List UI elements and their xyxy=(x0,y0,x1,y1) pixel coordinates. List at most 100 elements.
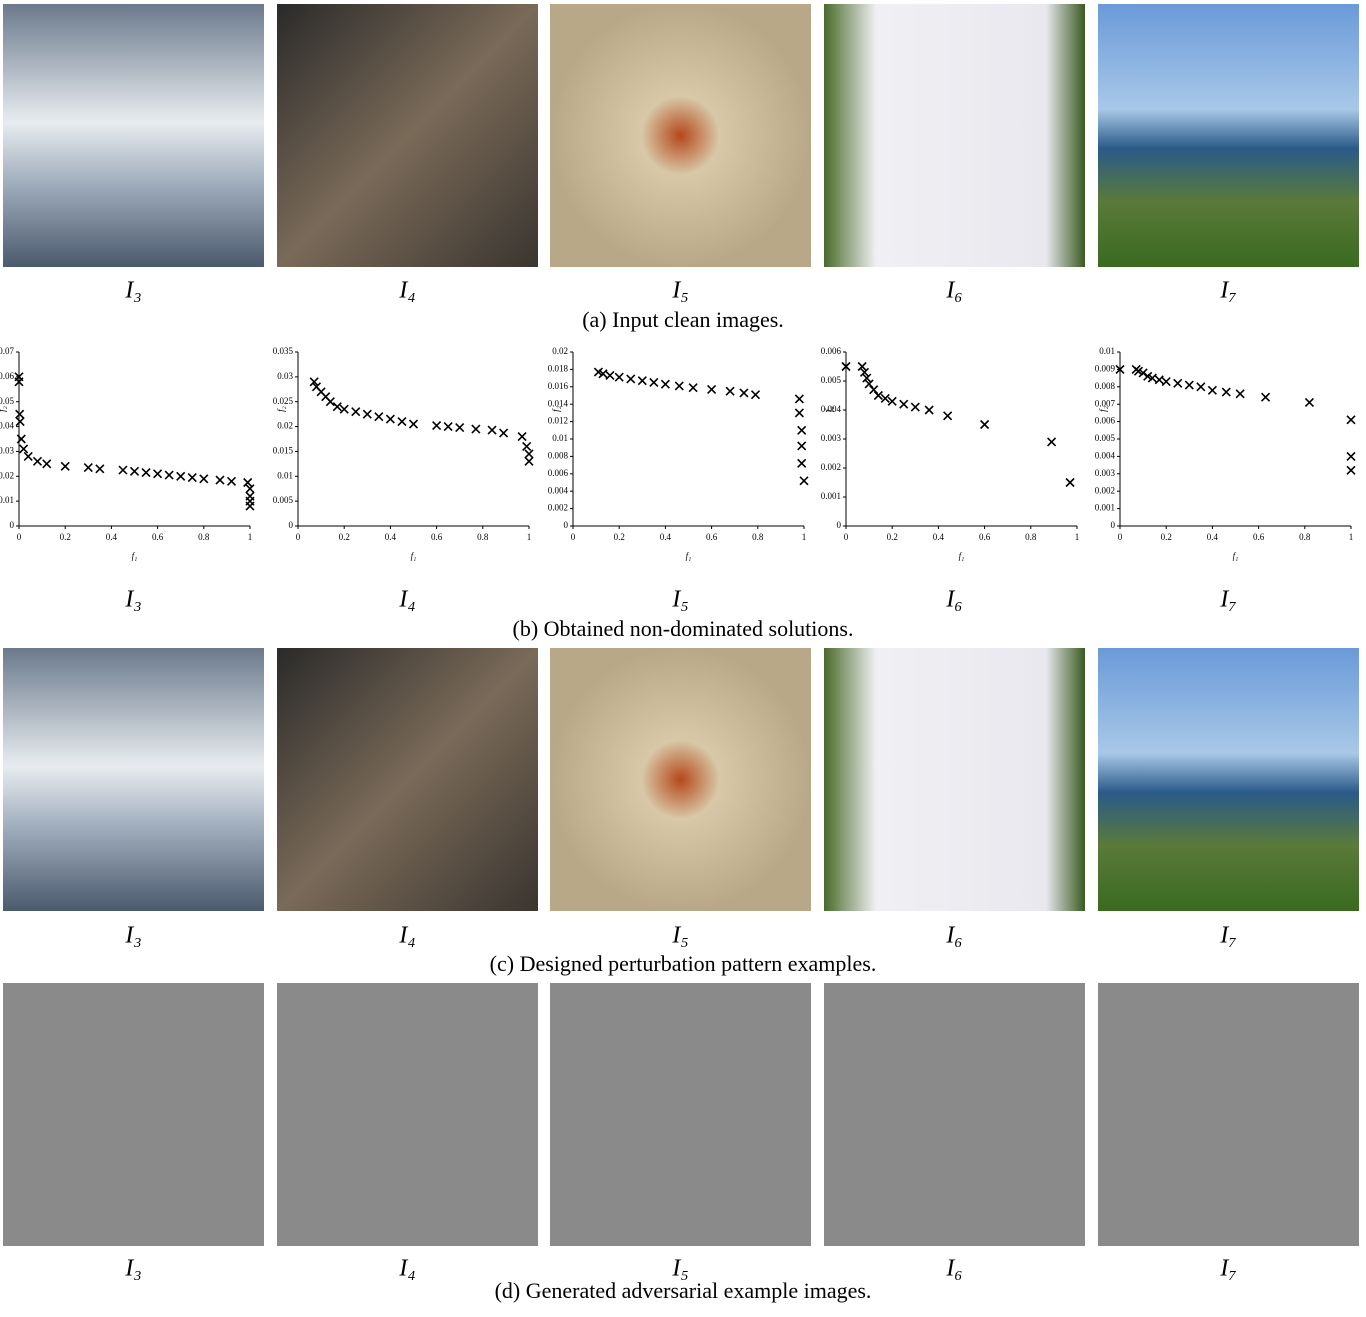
point xyxy=(661,380,669,388)
point xyxy=(944,412,952,420)
y-tick-label: 0.008 xyxy=(548,450,569,460)
y-tick-label: 0.06 xyxy=(0,371,15,381)
point xyxy=(1236,390,1244,398)
point xyxy=(16,410,24,418)
y-tick-label: 0.002 xyxy=(548,503,568,513)
image-label: I₃ xyxy=(124,278,141,304)
y-tick-label: 0.002 xyxy=(1095,485,1115,495)
point xyxy=(523,442,531,450)
point xyxy=(627,375,635,383)
image-label: I₃ xyxy=(124,1256,141,1282)
y-tick-label: 0.005 xyxy=(1095,433,1116,443)
image-label: I₆ xyxy=(945,278,962,304)
point xyxy=(333,403,341,411)
perturbation-image xyxy=(550,983,811,1246)
point xyxy=(615,373,623,381)
point xyxy=(246,502,254,510)
point xyxy=(525,450,533,458)
image-label: I₇ xyxy=(1219,923,1236,949)
y-axis-label: f₂ xyxy=(276,406,286,412)
point xyxy=(795,395,803,403)
x-tick-label: 0.2 xyxy=(1161,532,1172,542)
y-tick-label: 0.018 xyxy=(548,363,569,373)
x-tick-label: 0 xyxy=(17,532,22,542)
y-tick-label: 0.005 xyxy=(273,495,294,505)
x-tick-label: 0.8 xyxy=(1025,532,1037,542)
point xyxy=(525,457,533,465)
point xyxy=(675,382,683,390)
y-tick-label: 0.015 xyxy=(273,445,294,455)
point xyxy=(874,392,882,400)
y-tick-label: 0 xyxy=(1111,520,1116,530)
y-tick-label: 0.003 xyxy=(1095,468,1116,478)
y-tick-label: 0.005 xyxy=(821,375,842,385)
image xyxy=(824,4,1085,267)
x-tick-label: 0.8 xyxy=(1299,532,1311,542)
point xyxy=(488,426,496,434)
y-tick-label: 0.02 xyxy=(0,470,14,480)
image xyxy=(550,648,811,911)
y-tick-label: 0.006 xyxy=(821,346,842,356)
x-axis-label: f₁ xyxy=(1233,551,1239,561)
point xyxy=(20,445,28,453)
caption: (b) Obtained non-dominated solutions. xyxy=(513,616,854,641)
perturbation-image xyxy=(824,983,1085,1246)
image xyxy=(1098,648,1359,911)
x-tick-label: 0.6 xyxy=(706,532,718,542)
point xyxy=(398,418,406,426)
x-tick-label: 1 xyxy=(527,532,532,542)
point xyxy=(800,477,808,485)
x-axis-label: f₁ xyxy=(132,551,138,561)
point xyxy=(1347,466,1355,474)
x-axis-label: f₁ xyxy=(959,551,965,561)
y-axis-label: f₂ xyxy=(824,406,834,412)
point xyxy=(911,403,919,411)
point xyxy=(444,423,452,431)
x-tick-label: 0 xyxy=(296,532,301,542)
figure: I₃I₄I₅I₆I₇(a) Input clean images.I₃I₄I₅I… xyxy=(0,0,1366,1317)
image-label: I₆ xyxy=(945,1256,962,1282)
point xyxy=(1162,378,1170,386)
point xyxy=(142,469,150,477)
point xyxy=(1262,393,1270,401)
caption: (a) Input clean images. xyxy=(582,307,784,332)
x-axis-label: f₁ xyxy=(686,551,692,561)
image-label: I₃ xyxy=(124,923,141,949)
x-tick-label: 1 xyxy=(1349,532,1354,542)
point xyxy=(456,424,464,432)
point xyxy=(177,472,185,480)
point xyxy=(1048,438,1056,446)
point xyxy=(1066,479,1074,487)
image-label: I₆ xyxy=(945,587,962,613)
point xyxy=(798,442,806,450)
x-tick-label: 0.8 xyxy=(198,532,210,542)
y-tick-label: 0.009 xyxy=(1095,363,1116,373)
x-tick-label: 0 xyxy=(571,532,576,542)
y-tick-label: 0.016 xyxy=(548,381,569,391)
y-tick-label: 0 xyxy=(289,520,294,530)
image-label: I₄ xyxy=(398,587,415,613)
y-tick-label: 0.035 xyxy=(273,346,294,356)
point xyxy=(870,386,878,394)
y-tick-label: 0 xyxy=(837,520,842,530)
image-label: I₇ xyxy=(1219,278,1236,304)
point xyxy=(689,384,697,392)
image xyxy=(3,648,264,911)
image-label: I₅ xyxy=(671,923,688,949)
point xyxy=(726,387,734,395)
caption: (c) Designed perturbation pattern exampl… xyxy=(490,951,877,976)
y-tick-label: 0.02 xyxy=(552,346,568,356)
y-axis-label: f₂ xyxy=(1098,406,1108,412)
point xyxy=(43,460,51,468)
x-tick-label: 0 xyxy=(1118,532,1123,542)
image-label: I₄ xyxy=(398,278,415,304)
point xyxy=(33,457,41,465)
point xyxy=(1197,383,1205,391)
y-tick-label: 0.01 xyxy=(277,470,293,480)
point xyxy=(1305,398,1313,406)
point xyxy=(433,422,441,430)
point xyxy=(751,391,759,399)
x-tick-label: 0.6 xyxy=(152,532,164,542)
y-tick-label: 0.012 xyxy=(548,416,568,426)
point xyxy=(472,425,480,433)
